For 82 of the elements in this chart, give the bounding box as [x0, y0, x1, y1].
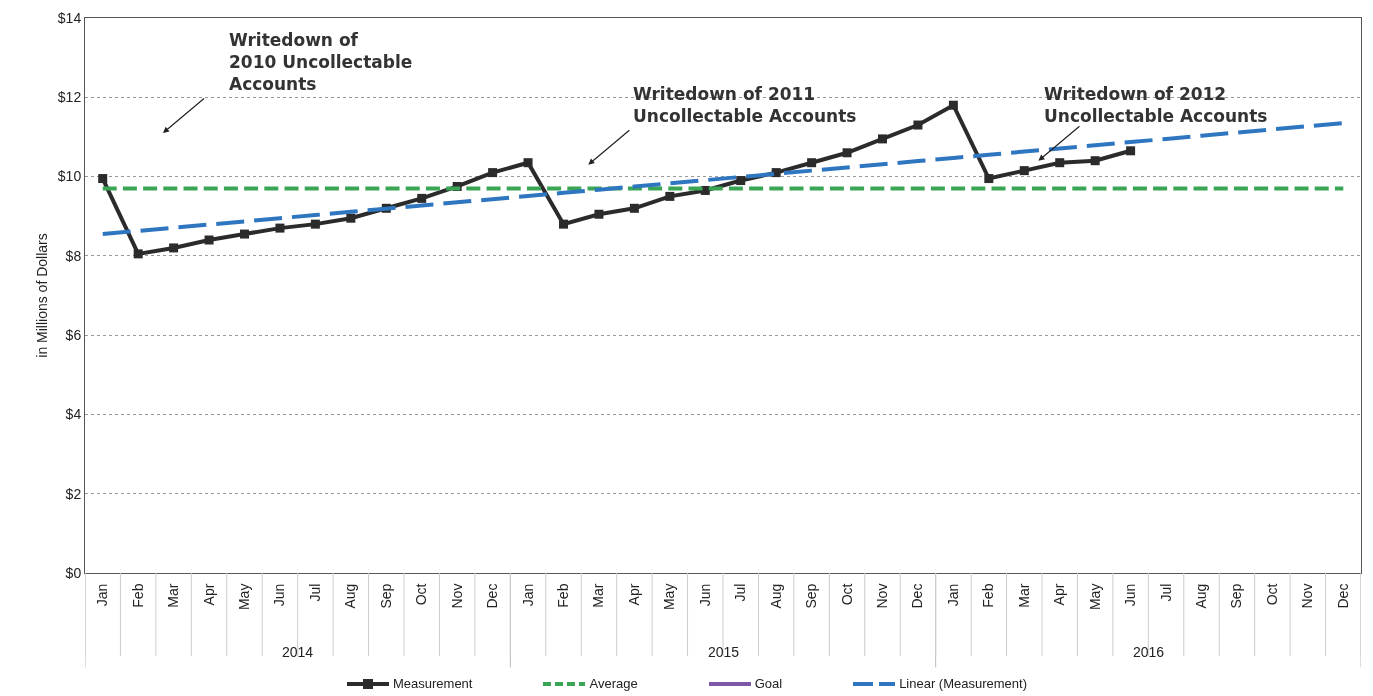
y-tick-label: $6	[65, 327, 82, 344]
x-tick-label: Nov	[448, 583, 465, 609]
y-tick-label: $14	[57, 9, 82, 26]
x-tick-label: Mar	[1015, 583, 1032, 608]
point	[842, 148, 852, 158]
x-tick-label: Dec	[484, 583, 501, 609]
x-tick-label: Aug	[767, 583, 784, 609]
point	[594, 209, 604, 219]
y-axis-title: in Millions of Dollars	[34, 233, 50, 358]
point	[275, 223, 285, 233]
x-tick-label: Jun	[271, 583, 288, 607]
x-tick-label: Jul	[1157, 583, 1174, 602]
point	[240, 229, 249, 239]
x-tick-label: Feb	[555, 583, 572, 608]
annotation: Writedown of 2012 Uncollectable Accounts	[1044, 84, 1268, 127]
point	[559, 219, 568, 229]
y-tick-label: $10	[57, 168, 82, 185]
x-tick-label: Jun	[1122, 583, 1139, 607]
text: 2015	[708, 644, 740, 660]
x-tick-label: Apr	[200, 583, 217, 606]
point	[736, 176, 746, 186]
x-tick-label: May	[661, 583, 678, 611]
text: 2016	[1133, 644, 1165, 660]
x-tick-label: Mar	[590, 583, 607, 608]
legend-label: Goal	[754, 676, 783, 692]
x-tick-label: Aug	[342, 583, 359, 609]
legend-label: Average	[589, 676, 638, 692]
x-tick-label: Dec	[1334, 583, 1351, 609]
point	[665, 191, 675, 201]
point	[133, 249, 143, 259]
point	[1126, 146, 1136, 156]
x-tick-label: Jan	[944, 583, 961, 607]
point	[523, 158, 533, 168]
point	[948, 100, 958, 110]
x-tick-label: Jan	[94, 583, 111, 607]
point	[98, 174, 108, 184]
point	[1019, 166, 1029, 176]
x-tick-label: Oct	[1263, 583, 1280, 606]
y-tick-label: $2	[65, 485, 82, 502]
annotation: Writedown of 2010 Uncollectable Accounts	[229, 30, 413, 95]
point	[346, 213, 356, 223]
x-tick-label: Aug	[1193, 583, 1210, 609]
legend-label: Measurement	[392, 676, 473, 692]
x-tick-label: Dec	[909, 583, 926, 609]
point	[169, 243, 179, 253]
x-tick-label: May	[236, 583, 253, 611]
point	[878, 134, 887, 144]
x-tick-label: Jan	[519, 583, 536, 607]
x-tick-label: May	[1086, 583, 1103, 611]
point	[629, 203, 639, 213]
point	[913, 120, 923, 130]
x-tick-label: Nov	[1299, 583, 1316, 609]
x-tick-label: Apr	[1051, 583, 1068, 606]
x-tick-label: Sep	[803, 583, 820, 609]
point	[984, 174, 994, 184]
point	[1090, 156, 1100, 166]
x-tick-label: Apr	[625, 583, 642, 606]
legend-label: Linear (Measurement)	[899, 676, 1028, 692]
x-tick-label: Mar	[165, 583, 182, 608]
point	[417, 193, 427, 203]
point	[310, 219, 320, 229]
x-tick-label: Jul	[306, 583, 323, 602]
annotation: Writedown of 2011 Uncollectable Accounts	[633, 84, 857, 127]
point	[771, 168, 781, 178]
x-tick-label: Sep	[1228, 583, 1245, 609]
x-tick-label: Sep	[377, 583, 394, 609]
point	[807, 158, 817, 168]
x-tick-label: Oct	[838, 583, 855, 606]
y-tick-label: $0	[65, 564, 82, 581]
point	[1055, 158, 1065, 168]
point	[204, 235, 214, 245]
x-tick-label: Jul	[732, 583, 749, 602]
y-tick-label: $4	[65, 406, 82, 423]
x-tick-label: Nov	[874, 583, 891, 609]
x-tick-label: Feb	[980, 583, 997, 608]
x-tick-label: Feb	[129, 583, 146, 608]
y-tick-label: $12	[57, 89, 82, 106]
point	[488, 168, 498, 178]
x-tick-label: Oct	[413, 583, 430, 606]
text: 2014	[282, 644, 314, 660]
y-tick-label: $8	[65, 247, 82, 264]
x-tick-label: Jun	[696, 583, 713, 607]
